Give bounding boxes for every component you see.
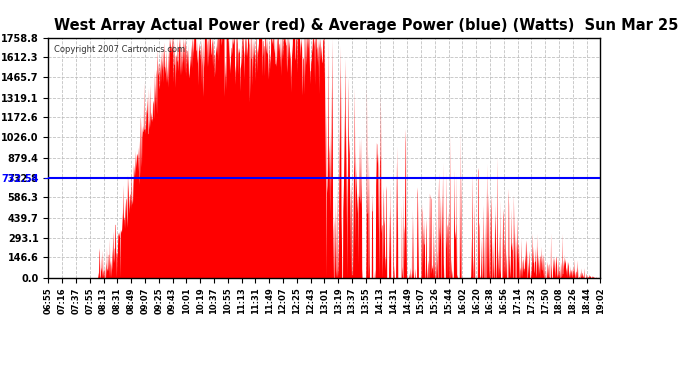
Text: West Array Actual Power (red) & Average Power (blue) (Watts)  Sun Mar 25  19:15: West Array Actual Power (red) & Average … [54,18,690,33]
Text: Copyright 2007 Cartronics.com: Copyright 2007 Cartronics.com [54,45,185,54]
